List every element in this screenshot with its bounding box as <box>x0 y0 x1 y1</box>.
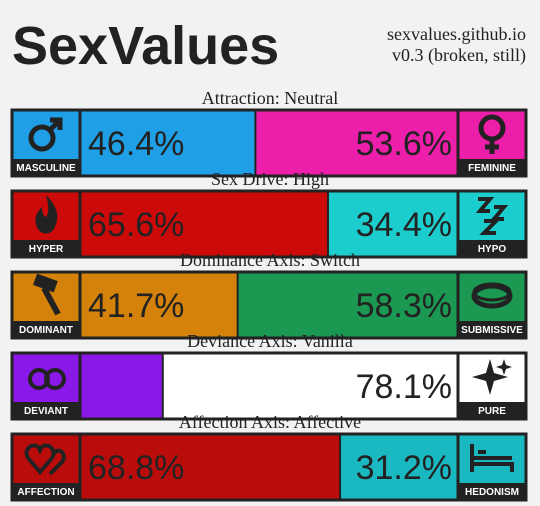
value-label: 31.2% <box>356 449 452 487</box>
icon <box>470 444 514 472</box>
icon <box>35 195 58 234</box>
icon-label: HYPO <box>478 244 507 255</box>
value-label: 41.7% <box>88 287 184 325</box>
icon-label: DEVIANT <box>24 406 68 417</box>
icon <box>472 359 508 395</box>
value-label: 78.1% <box>356 368 452 406</box>
axis-title: Attraction: Neutral <box>202 88 338 108</box>
bar-right <box>340 434 458 500</box>
icon-label-bg <box>13 483 79 499</box>
icon-label-bg <box>459 321 525 337</box>
icon-label: FEMININE <box>468 163 516 174</box>
icon <box>33 273 61 316</box>
icon-label-bg <box>13 402 79 418</box>
icon <box>33 273 58 293</box>
icon-label: SUBMISSIVE <box>461 325 523 336</box>
icon-label-bg <box>459 159 525 175</box>
icon <box>471 282 513 309</box>
site: sexvalues.github.io <box>387 24 526 44</box>
bar-left <box>80 353 163 419</box>
axis-title: Dominance Axis: Switch <box>180 250 360 270</box>
value-label: 58.3% <box>356 287 452 325</box>
bar-right <box>327 191 458 257</box>
icon-label: HYPER <box>29 244 64 255</box>
value-label: 34.4% <box>356 206 452 244</box>
bar-right <box>162 353 459 419</box>
icon-label: HEDONISM <box>465 487 519 498</box>
bar-left <box>80 191 328 257</box>
icon-label-bg <box>13 321 79 337</box>
value-label: 65.6% <box>88 206 184 244</box>
icon-label-bg <box>459 483 525 499</box>
icon <box>472 282 512 302</box>
icon-label-bg <box>459 240 525 256</box>
icon <box>28 368 66 390</box>
icon-label: MASCULINE <box>16 163 76 174</box>
bar-left <box>80 272 238 338</box>
axis-title: Affection Axis: Affective <box>179 412 361 432</box>
icon <box>24 443 66 476</box>
icon-label-bg <box>13 240 79 256</box>
icon <box>44 368 66 390</box>
icon-label-bg <box>13 159 79 175</box>
icon <box>28 117 63 152</box>
icon <box>471 283 513 309</box>
axis-title: Sex Drive: High <box>211 169 329 189</box>
title: SexValues <box>12 16 279 76</box>
icon-label: AFFECTION <box>17 487 74 498</box>
value-label: 53.6% <box>356 125 452 163</box>
value-label: 68.8% <box>88 449 184 487</box>
axis-title: Deviance Axis: Vanilla <box>187 331 353 351</box>
icon <box>24 443 66 476</box>
icon-label-bg <box>459 402 525 418</box>
icon <box>475 197 509 235</box>
icon <box>48 117 63 132</box>
icon-label: DOMINANT <box>19 325 73 336</box>
bar-right <box>255 110 458 176</box>
bar-left <box>80 110 256 176</box>
icon <box>28 124 56 152</box>
icon <box>35 195 58 234</box>
bar-left <box>80 434 341 500</box>
icon <box>41 286 61 316</box>
icon <box>475 197 509 235</box>
icon <box>478 114 506 154</box>
icon <box>472 359 512 395</box>
value-label: 46.4% <box>88 125 184 163</box>
icon <box>470 444 514 472</box>
icon <box>485 139 499 154</box>
icon-label: PURE <box>478 406 506 417</box>
bar-right <box>237 272 458 338</box>
icon <box>496 359 512 375</box>
version: v0.3 (broken, still) <box>392 45 526 66</box>
